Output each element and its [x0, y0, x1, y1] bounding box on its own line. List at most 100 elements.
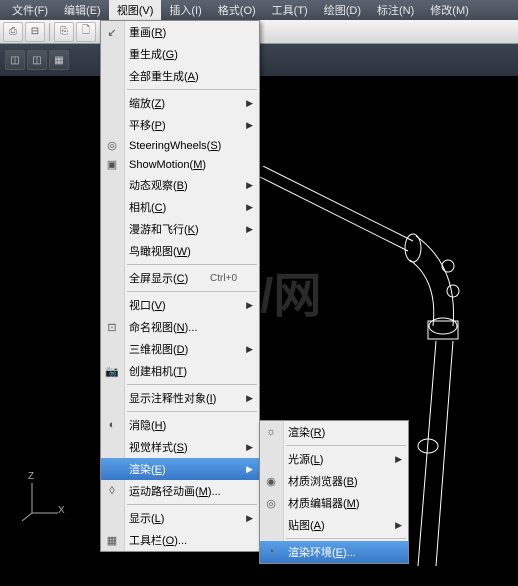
menu-item-label: 三维视图(D) — [129, 341, 188, 357]
menu-item-label: 相机(C) — [129, 199, 166, 215]
menu-item[interactable]: ☼ 渲染(R) — [260, 421, 408, 443]
tool-icon[interactable]: 🗋 — [76, 22, 96, 42]
menu-item-label: 显示注释性对象(I) — [129, 390, 216, 406]
menu-item-label: 工具栏(O)... — [129, 532, 187, 548]
menu-item-icon: ↙ — [104, 24, 120, 40]
menu-item-label: 命名视图(N)... — [129, 319, 197, 335]
submenu-arrow-icon: ▶ — [246, 464, 253, 475]
menu-item-label: 渲染(R) — [288, 424, 325, 440]
menu-item[interactable]: 重生成(G) — [101, 43, 259, 65]
submenu-arrow-icon: ▶ — [246, 202, 253, 213]
tool-icon[interactable]: ◫ — [27, 50, 47, 70]
menu-item[interactable]: 三维视图(D)▶ — [101, 338, 259, 360]
menu-item[interactable]: ◐ 消隐(H) — [101, 414, 259, 436]
menu-item-label: 光源(L) — [288, 451, 323, 467]
menu-item[interactable]: 全部重生成(A) — [101, 65, 259, 87]
menu-separator — [127, 411, 257, 412]
tool-icon[interactable]: ⎘ — [54, 22, 74, 42]
menu-separator — [286, 445, 406, 446]
menu-dim[interactable]: 标注(N) — [369, 0, 422, 20]
menu-item-label: 动态观察(B) — [129, 177, 188, 193]
menu-item-label: 材质浏览器(B) — [288, 473, 358, 489]
submenu-arrow-icon: ▶ — [246, 224, 253, 235]
menu-item[interactable]: 漫游和飞行(K) ▶ — [101, 218, 259, 240]
menu-item-label: 运动路径动画(M)... — [129, 483, 221, 499]
menu-item[interactable]: ◎ 材质编辑器(M) — [260, 492, 408, 514]
menu-item-icon: ⊡ — [104, 319, 120, 335]
submenu-arrow-icon: ▶ — [246, 120, 253, 131]
menu-item[interactable]: ↙ 重画(R) — [101, 21, 259, 43]
menu-item[interactable]: 光源(L)▶ — [260, 448, 408, 470]
ucs-icon: Z X — [20, 471, 60, 524]
menu-item-icon: ☼ — [263, 424, 279, 440]
submenu-arrow-icon: ▶ — [246, 180, 253, 191]
menu-item[interactable]: 视觉样式(S)▶ — [101, 436, 259, 458]
menu-item[interactable]: 📷创建相机(T) — [101, 360, 259, 382]
menu-tools[interactable]: 工具(T) — [264, 0, 316, 20]
menu-item[interactable]: 相机(C) ▶ — [101, 196, 259, 218]
menu-separator — [127, 384, 257, 385]
menu-separator — [127, 504, 257, 505]
menu-item-icon: ◐ — [104, 417, 120, 433]
menu-item[interactable]: 动态观察(B) ▶ — [101, 174, 259, 196]
submenu-arrow-icon: ▶ — [246, 442, 253, 453]
menu-item[interactable]: ◊ 运动路径动画(M)... — [101, 480, 259, 502]
tool-icon[interactable]: ⎙ — [3, 22, 23, 42]
menu-item-label: 消隐(H) — [129, 417, 166, 433]
menu-item-label: 显示(L) — [129, 510, 164, 526]
menu-item[interactable]: ▣ShowMotion(M) — [101, 155, 259, 174]
menu-separator — [127, 291, 257, 292]
tool-icon[interactable]: ⊟ — [25, 22, 45, 42]
tool-icon[interactable]: ◫ — [5, 50, 25, 70]
menu-item-label: 重画(R) — [129, 24, 166, 40]
menu-item-icon: ◎ — [263, 495, 279, 511]
menu-draw[interactable]: 绘图(D) — [316, 0, 369, 20]
menu-item[interactable]: 全屏显示(C) Ctrl+0 — [101, 267, 259, 289]
submenu-arrow-icon: ▶ — [246, 393, 253, 404]
menu-item[interactable]: ◎ SteeringWheels(S) — [101, 136, 259, 155]
menu-item-label: 平移(P) — [129, 117, 166, 133]
menu-item[interactable]: ⊡ 命名视图(N)... — [101, 316, 259, 338]
menu-item-icon: ◎ — [104, 138, 120, 154]
menu-modify[interactable]: 修改(M) — [422, 0, 477, 20]
menu-item-label: 漫游和飞行(K) — [129, 221, 199, 237]
menu-item-label: 渲染环境(E)... — [288, 544, 356, 560]
menu-item[interactable]: 渲染(E) ▶ — [101, 458, 259, 480]
menu-format[interactable]: 格式(O) — [210, 0, 264, 20]
menu-item-label: 重生成(G) — [129, 46, 178, 62]
menu-insert[interactable]: 插入(I) — [161, 0, 209, 20]
menu-item[interactable]: 缩放(Z)▶ — [101, 92, 259, 114]
menu-item-label: 材质编辑器(M) — [288, 495, 360, 511]
menu-item[interactable]: ▦ 工具栏(O)... — [101, 529, 259, 551]
menu-shortcut: Ctrl+0 — [210, 273, 237, 284]
menu-view[interactable]: 视图(V) — [109, 0, 162, 20]
menu-item-icon: ▣ — [104, 157, 120, 173]
menu-separator — [286, 538, 406, 539]
menu-item-label: 全部重生成(A) — [129, 68, 199, 84]
menu-item-label: 贴图(A) — [288, 517, 325, 533]
menu-item[interactable]: ◔ 渲染环境(E)... — [260, 541, 408, 563]
menu-item[interactable]: ◉ 材质浏览器(B) — [260, 470, 408, 492]
menu-item[interactable]: 显示(L)▶ — [101, 507, 259, 529]
menu-file[interactable]: 文件(F) — [4, 0, 56, 20]
menu-item-label: 渲染(E) — [129, 461, 166, 477]
view-menu: ↙重画(R)重生成(G)全部重生成(A)缩放(Z)▶平移(P)▶◎Steerin… — [100, 20, 260, 552]
menu-item[interactable]: 平移(P) ▶ — [101, 114, 259, 136]
menubar: 文件(F) 编辑(E) 视图(V) 插入(I) 格式(O) 工具(T) 绘图(D… — [0, 0, 518, 20]
menu-item[interactable]: 鸟瞰视图(W) — [101, 240, 259, 262]
tool-icon[interactable]: ▦ — [49, 50, 69, 70]
menu-item-label: 创建相机(T) — [129, 363, 187, 379]
menu-item[interactable]: 贴图(A)▶ — [260, 514, 408, 536]
menu-item-icon: ▦ — [104, 532, 120, 548]
menu-item[interactable]: 视口(V)▶ — [101, 294, 259, 316]
menu-item-icon: ◊ — [104, 483, 120, 499]
menu-edit[interactable]: 编辑(E) — [56, 0, 109, 20]
menu-item[interactable]: 显示注释性对象(I) ▶ — [101, 387, 259, 409]
menu-item-icon: ◉ — [263, 473, 279, 489]
menu-item-label: 缩放(Z) — [129, 95, 165, 111]
render-submenu: ☼ 渲染(R) 光源(L)▶ ◉ 材质浏览器(B) ◎ 材质编辑器(M) 贴图(A)▶ ◔ 渲染环… — [259, 420, 409, 564]
menu-item-label: SteeringWheels(S) — [129, 140, 221, 152]
menu-item-label: 全屏显示(C) — [129, 270, 188, 286]
menu-item-icon: ◔ — [263, 544, 279, 560]
menu-separator — [127, 89, 257, 90]
